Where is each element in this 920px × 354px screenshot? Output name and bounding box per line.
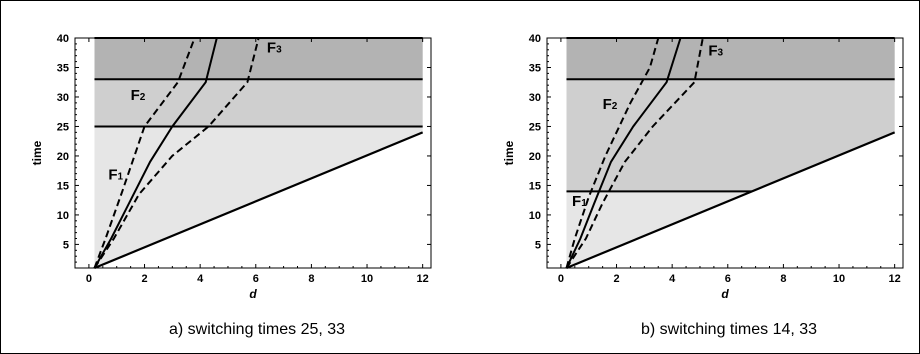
region-label-letter: F [131,87,140,104]
y-tick-label: 20 [57,151,69,163]
y-axis-label: time [30,140,44,165]
y-tick-label: 40 [529,33,541,45]
series-line-1 [565,37,682,269]
x-tick-label: 6 [725,273,731,285]
region-label-1: F1 [108,167,123,184]
y-tick-label: 30 [529,92,541,104]
region-label-subscript: 1 [118,172,124,183]
region-label-letter: F [572,193,581,210]
y-tick-label: 25 [529,121,541,133]
x-tick-label: 10 [833,273,845,285]
region-label-2: F2 [603,96,618,113]
y-tick-label: 5 [535,239,541,251]
region-shade-middle [566,79,895,192]
y-tick-label: 5 [63,239,69,251]
series-line-1 [93,37,218,269]
y-tick-label: 35 [57,62,69,74]
y-tick-label: 10 [57,210,69,222]
y-tick-label: 30 [57,92,69,104]
y-tick-label: 40 [57,33,69,45]
y-tick-label: 20 [529,151,541,163]
region-label-letter: F [267,40,276,57]
region-label-subscript: 3 [717,48,723,59]
region-shade-late [566,38,895,80]
y-tick-label: 25 [57,121,69,133]
y-tick-label: 10 [529,210,541,222]
x-tick-label: 6 [253,273,259,285]
x-tick-label: 4 [197,273,204,285]
y-tick-label: 35 [529,62,541,74]
x-tick-label: 2 [613,273,619,285]
region-label-letter: F [108,167,117,184]
region-label-3: F3 [708,43,723,60]
region-shade-late [94,38,423,80]
y-tick-label: 15 [57,180,69,192]
region-shade-early [94,126,423,268]
region-label-subscript: 2 [612,101,618,112]
x-tick-label: 4 [669,273,676,285]
y-axis-label: time [502,140,516,165]
series-line-3 [93,37,260,269]
region-shade-middle [94,79,423,127]
series-line-3 [565,37,704,269]
x-axis-label: d [721,287,729,301]
domain-boundary-line [94,131,424,270]
chart-caption: b) switching times 14, 33 [641,321,817,338]
x-tick-label: 8 [308,273,314,285]
x-tick-label: 12 [889,273,901,285]
y-tick-label: 15 [529,180,541,192]
series-line-2 [93,37,196,269]
region-label-letter: F [708,43,717,60]
region-label-letter: F [603,96,612,113]
x-tick-label: 0 [86,273,92,285]
region-label-subscript: 3 [276,45,282,56]
plot-frame [546,37,904,269]
domain-boundary-line [566,131,896,270]
x-tick-label: 0 [558,273,564,285]
x-axis-label: d [249,287,257,301]
region-label-3: F3 [267,40,282,57]
region-label-1: F1 [572,193,587,210]
region-label-subscript: 1 [581,198,587,209]
region-label-2: F2 [131,87,146,104]
plot-frame [74,37,432,269]
x-tick-label: 2 [141,273,147,285]
x-tick-label: 10 [361,273,373,285]
x-tick-label: 8 [780,273,786,285]
chart-caption: a) switching times 25, 33 [169,321,345,338]
x-tick-label: 12 [417,273,429,285]
region-label-subscript: 2 [140,92,146,103]
